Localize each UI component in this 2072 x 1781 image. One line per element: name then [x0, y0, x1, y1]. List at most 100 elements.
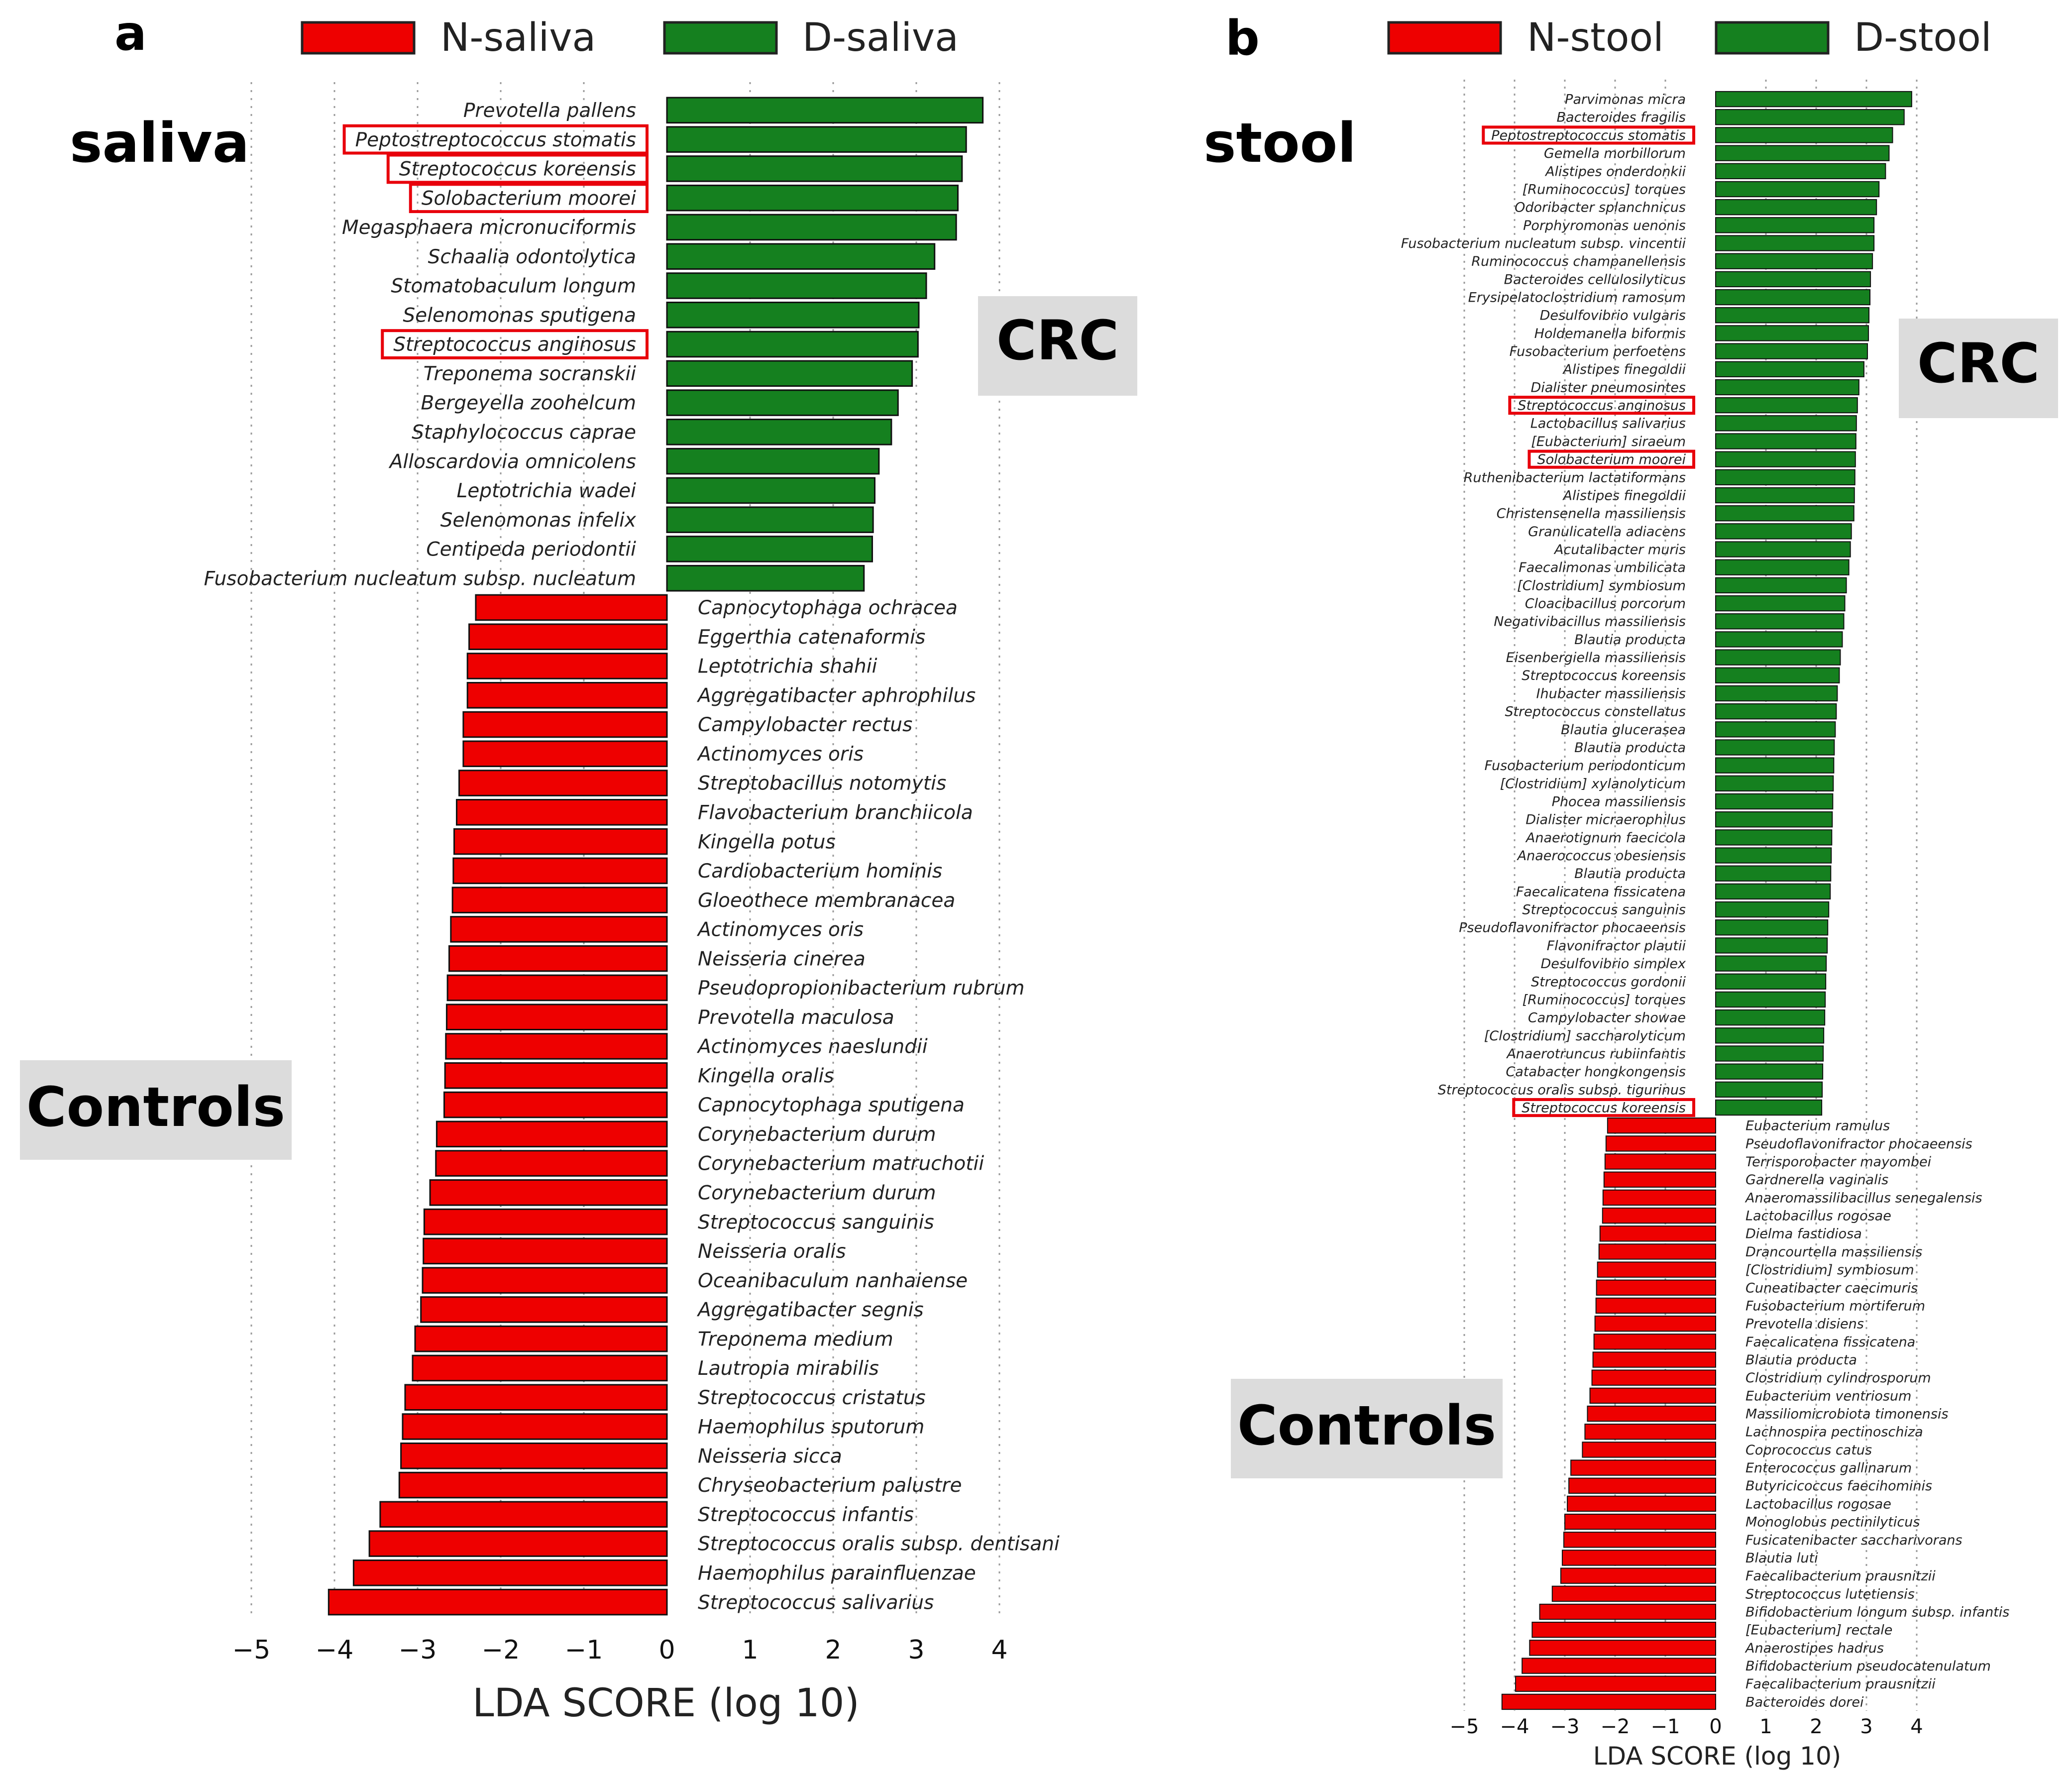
bar-desulfovibrio-vulgaris — [1715, 307, 1870, 324]
species-label-desulfovibrio-vulgaris: Desulfovibrio vulgaris — [1540, 308, 1686, 324]
bar-blautia-glucerasea — [1715, 721, 1836, 738]
bar-anaerotruncus-rubiinfantis — [1715, 1045, 1824, 1062]
species-label-anaerotruncus-rubiinfantis: Anaerotruncus rubiinfantis — [1506, 1046, 1686, 1062]
bar-kingella-oralis — [444, 1062, 668, 1089]
panel-b-bars — [1501, 91, 1912, 1710]
bar-prevotella-disiens — [1594, 1315, 1717, 1332]
species-label-blautia-producta: Blautia producta — [1745, 1352, 1857, 1368]
species-label-aggregatibacter-aphrophilus: Aggregatibacter aphrophilus — [696, 684, 976, 707]
species-label-aggregatibacter-segnis: Aggregatibacter segnis — [696, 1299, 924, 1322]
species-label-gloeothece-membranacea: Gloeothece membranacea — [698, 890, 955, 912]
species-label-bacteroides-fragilis: Bacteroides fragilis — [1557, 110, 1686, 125]
species-label-selenomonas-sputigena: Selenomonas sputigena — [403, 304, 636, 327]
panel-b-crc-label-box — [1899, 319, 2058, 418]
bar-massiliomicrobiota-timonensis — [1587, 1405, 1716, 1422]
species-label-streptococcus-koreensis: Streptococcus koreensis — [1522, 1100, 1686, 1115]
bar-alistipes-finegoldii — [1715, 487, 1855, 504]
species-label-solobacterium-moorei: Solobacterium moorei — [1537, 452, 1686, 467]
species-label-treponema-socranskii: Treponema socranskii — [424, 363, 636, 385]
bar-staphylococcus-caprae — [666, 419, 892, 445]
bar-solobacterium-moorei — [1715, 451, 1856, 467]
species-label-chryseobacterium-palustre: Chryseobacterium palustre — [698, 1474, 962, 1497]
bar-granulicatella-adiacens — [1715, 523, 1852, 540]
species-label-bifidobacterium-pseudocatenulatum: Bifidobacterium pseudocatenulatum — [1745, 1659, 1991, 1674]
species-label-fusobacterium-mortiferum: Fusobacterium mortiferum — [1745, 1298, 1925, 1314]
bar-blautia-producta — [1592, 1351, 1717, 1368]
bar-ruminococcus-torques — [1715, 181, 1880, 198]
bar-coprococcus-catus — [1582, 1442, 1717, 1458]
bar-erysipelatoclostridium-ramosum — [1715, 289, 1871, 306]
bar-peptostreptococcus-stomatis — [1715, 127, 1893, 143]
bar-streptococcus-oralis-subsp-dentisani — [368, 1530, 668, 1557]
bar-eubacterium-siraeum — [1715, 433, 1856, 449]
bar-cloacibacillus-porcorum — [1715, 595, 1846, 612]
species-label-clostridium-cylindrosporum: Clostridium cylindrosporum — [1745, 1370, 1931, 1386]
bar-streptococcus-lutetiensis — [1551, 1585, 1716, 1602]
species-label-prevotella-maculosa: Prevotella maculosa — [698, 1006, 894, 1029]
bar-clostridium-symbiosum — [1715, 577, 1847, 594]
x-tick-3: −3 — [399, 1635, 437, 1665]
bar-flavonifractor-plautii — [1715, 937, 1828, 954]
bar-anaerotignum-faecicola — [1715, 829, 1833, 846]
species-label-capnocytophaga-ochracea: Capnocytophaga ochracea — [698, 597, 958, 619]
bar-alistipes-onderdonkii — [1715, 163, 1886, 179]
species-label-lactobacillus-rogosae: Lactobacillus rogosae — [1745, 1209, 1891, 1224]
species-label-flavonifractor-plautii: Flavonifractor plautii — [1547, 938, 1686, 954]
bar-fusobacterium-nucleatum-subsp-vincentii — [1715, 235, 1875, 251]
species-label-neisseria-cinerea: Neisseria cinerea — [698, 948, 866, 970]
species-label-odoribacter-splanchnicus: Odoribacter splanchnicus — [1515, 200, 1686, 216]
bar-parvimonas-micra — [1715, 91, 1912, 108]
species-label-blautia-luti: Blautia luti — [1745, 1551, 1818, 1566]
legend-swatch-n-stool — [1387, 21, 1502, 55]
bar-haemophilus-sputorum — [402, 1413, 668, 1440]
species-label-blautia-producta: Blautia producta — [1574, 632, 1686, 648]
species-label-eubacterium-siraeum: [Eubacterium] siraeum — [1531, 434, 1686, 449]
species-label-erysipelatoclostridium-ramosum: Erysipelatoclostridium ramosum — [1468, 290, 1686, 305]
bar-blautia-producta — [1715, 739, 1835, 756]
species-label-eubacterium-ventriosum: Eubacterium ventriosum — [1745, 1388, 1911, 1404]
bar-actinomyces-oris — [462, 740, 668, 768]
species-label-clostridium-symbiosum: [Clostridium] symbiosum — [1745, 1262, 1914, 1278]
bar-phocea-massiliensis — [1715, 793, 1834, 810]
legend-label-n-saliva: N-saliva — [440, 15, 596, 60]
x-tick-5: −5 — [232, 1635, 271, 1665]
highlight-box-streptococcus-koreensis — [1512, 1098, 1695, 1117]
bar-streptococcus-koreensis — [666, 155, 963, 182]
bar-fusicatenibacter-saccharivorans — [1563, 1532, 1716, 1548]
bar-campylobacter-showae — [1715, 1009, 1826, 1026]
species-label-eubacterium-rectale: [Eubacterium] rectale — [1745, 1623, 1892, 1638]
bar-corynebacterium-durum — [436, 1120, 668, 1148]
x-tick-4: 4 — [1910, 1715, 1923, 1738]
species-label-haemophilus-sputorum: Haemophilus sputorum — [698, 1416, 924, 1439]
species-label-streptococcus-koreensis: Streptococcus koreensis — [399, 158, 636, 181]
species-label-blautia-producta: Blautia producta — [1574, 740, 1686, 756]
species-label-gemella-morbillorum: Gemella morbillorum — [1544, 146, 1686, 161]
x-tick-1: −1 — [565, 1635, 603, 1665]
bar-lactobacillus-rogosae — [1567, 1495, 1717, 1512]
species-label-selenomonas-infelix: Selenomonas infelix — [440, 509, 637, 532]
bar-anaerostipes-hadrus — [1529, 1640, 1717, 1656]
legend-label-n-stool: N-stool — [1527, 15, 1664, 60]
species-label-clostridium-saccharolyticum: [Clostridium] saccharolyticum — [1484, 1028, 1686, 1044]
bar-fusobacterium-nucleatum-subsp-nucleatum — [666, 564, 865, 592]
bar-pseudoflavonifractor-phocaeensis — [1715, 919, 1829, 936]
bar-clostridium-symbiosum — [1597, 1261, 1716, 1278]
bar-streptococcus-sanguinis — [1715, 901, 1830, 918]
x-tick-2: 2 — [1810, 1715, 1822, 1738]
species-label-alistipes-onderdonkii: Alistipes onderdonkii — [1544, 164, 1686, 179]
bar-clostridium-xylanolyticum — [1715, 775, 1834, 792]
species-label-solobacterium-moorei: Solobacterium moorei — [422, 187, 636, 210]
x-tick-4: −4 — [1500, 1715, 1529, 1738]
bar-odoribacter-splanchnicus — [1715, 199, 1877, 216]
species-label-alloscardovia-omnicolens: Alloscardovia omnicolens — [388, 450, 636, 473]
bar-bifidobacterium-pseudocatenulatum — [1522, 1658, 1716, 1674]
species-label-leptotrichia-wadei: Leptotrichia wadei — [457, 480, 637, 502]
species-label-lactobacillus-rogosae: Lactobacillus rogosae — [1745, 1496, 1891, 1512]
panel-a-highlight-boxes — [342, 124, 649, 359]
species-label-lactobacillus-salivarius: Lactobacillus salivarius — [1530, 416, 1686, 432]
species-label-anaerotignum-faecicola: Anaerotignum faecicola — [1525, 830, 1686, 846]
species-label-phocea-massiliensis: Phocea massiliensis — [1552, 794, 1686, 809]
bar-solobacterium-moorei — [666, 184, 959, 212]
panel-a-letter: a — [114, 5, 147, 61]
highlight-box-solobacterium-moorei — [1527, 449, 1695, 469]
